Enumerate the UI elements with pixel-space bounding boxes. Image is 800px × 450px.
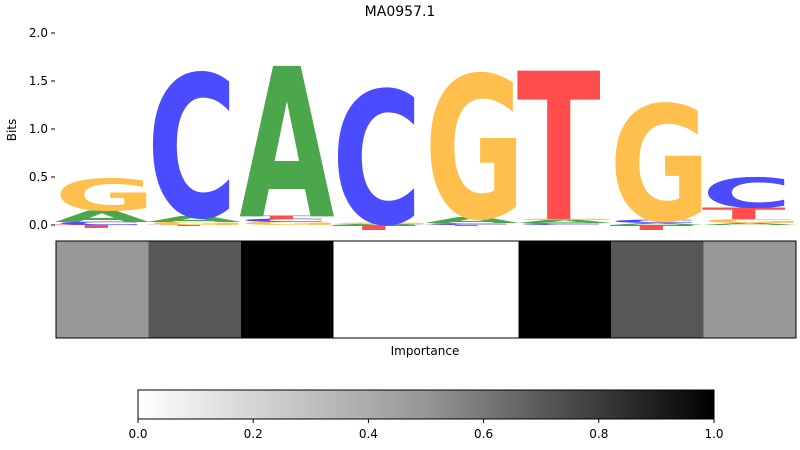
svg-text:G: G xyxy=(147,221,248,226)
svg-text:A: A xyxy=(239,26,334,267)
y-tick-label: 0.0 xyxy=(29,218,48,232)
svg-text:G: G xyxy=(702,218,800,224)
svg-text:T: T xyxy=(424,225,508,227)
svg-text:G: G xyxy=(609,72,710,258)
logo-letter-a: A xyxy=(609,223,704,226)
logo-letter-a: A xyxy=(332,224,427,226)
svg-text:C: C xyxy=(239,218,329,223)
svg-text:C: C xyxy=(517,223,607,226)
svg-text:C: C xyxy=(424,223,514,226)
logo-letter-g: G xyxy=(239,221,340,226)
svg-text:T: T xyxy=(332,224,416,232)
y-tick-label: 2.0 xyxy=(29,26,48,40)
svg-text:C: C xyxy=(147,34,237,263)
colorbar: 0.0 0.2 0.4 0.6 0.8 1.0 xyxy=(128,389,724,441)
y-axis: 0.0 0.5 1.0 1.5 2.0 xyxy=(29,26,55,232)
logo-letter-t: T xyxy=(54,224,138,229)
logo-letter-g: G xyxy=(54,170,155,221)
logo-letter-g: G xyxy=(517,219,618,221)
logo-letter-a: A xyxy=(424,216,519,225)
heatmap-cell xyxy=(703,241,797,338)
logo-letter-g: G xyxy=(609,72,710,258)
logo-letter-t: T xyxy=(609,224,693,232)
svg-text:T: T xyxy=(702,205,786,223)
svg-text:A: A xyxy=(702,223,797,226)
importance-heatmap xyxy=(55,240,797,339)
logo-letter-c: C xyxy=(147,34,237,263)
colorbar-tick-label: 0.8 xyxy=(589,427,608,441)
y-tick-label: 0.5 xyxy=(29,170,48,184)
logo-letter-a: A xyxy=(702,223,797,226)
logo-letter-t: T xyxy=(424,225,508,227)
svg-text:T: T xyxy=(239,216,323,221)
logo-letter-t: T xyxy=(702,205,786,223)
logo-letter-t: T xyxy=(332,224,416,232)
logo-letter-g: G xyxy=(332,223,433,225)
heatmap-cell xyxy=(426,241,519,338)
logo-letter-a: A xyxy=(517,219,612,224)
logo-letter-c: C xyxy=(517,223,607,226)
y-axis-label: Bits xyxy=(5,119,19,142)
logo-letter-g: G xyxy=(424,35,525,264)
heatmap-x-label: Importance xyxy=(391,344,460,358)
chart-title: MA0957.1 xyxy=(365,4,436,20)
logo-letter-c: C xyxy=(702,170,792,218)
logo-letter-c: C xyxy=(609,219,699,224)
svg-text:A: A xyxy=(332,224,427,226)
svg-text:A: A xyxy=(517,219,612,224)
logo-letter-c: C xyxy=(239,218,329,223)
heatmap-cell xyxy=(148,241,242,338)
svg-text:T: T xyxy=(54,224,138,229)
logo-letter-t: T xyxy=(239,216,323,221)
colorbar-tick-label: 1.0 xyxy=(704,427,723,441)
logo-letter-a: A xyxy=(239,26,334,267)
logo-letter-g: G xyxy=(702,218,800,224)
heatmap-cell xyxy=(611,241,704,338)
logo-letter-c: C xyxy=(332,53,422,267)
svg-text:T: T xyxy=(609,224,693,232)
svg-text:G: G xyxy=(239,221,340,226)
logo-letter-c: C xyxy=(54,221,144,226)
logo-letter-t: T xyxy=(147,225,231,227)
colorbar-gradient xyxy=(137,389,715,420)
svg-text:A: A xyxy=(147,215,242,224)
colorbar-tick-label: 0.6 xyxy=(474,427,493,441)
logo-letter-a: A xyxy=(54,208,149,226)
svg-text:A: A xyxy=(424,216,519,225)
svg-text:C: C xyxy=(702,170,792,218)
colorbar-tick-label: 0.4 xyxy=(359,427,378,441)
logo-letter-c: C xyxy=(424,223,514,226)
heatmap-frame xyxy=(55,240,797,339)
svg-text:T: T xyxy=(517,30,601,267)
heatmap-cell xyxy=(56,241,149,338)
heatmap-cell xyxy=(241,241,334,338)
heatmap-cell xyxy=(518,241,612,338)
colorbar-tick-label: 0.0 xyxy=(128,427,147,441)
svg-text:G: G xyxy=(517,219,618,221)
logo-letter-a: A xyxy=(147,215,242,224)
svg-text:G: G xyxy=(54,170,155,221)
svg-text:G: G xyxy=(424,35,525,264)
svg-text:C: C xyxy=(54,221,144,226)
logo-letter-t: T xyxy=(517,30,601,267)
heatmap-cell xyxy=(333,241,427,338)
svg-text:A: A xyxy=(609,223,704,226)
svg-text:T: T xyxy=(147,225,231,227)
y-tick-label: 1.5 xyxy=(29,74,48,88)
svg-text:G: G xyxy=(332,223,433,225)
colorbar-tick-label: 0.2 xyxy=(244,427,263,441)
svg-text:C: C xyxy=(609,219,699,224)
y-tick-label: 1.0 xyxy=(29,122,48,136)
logo-letter-g: G xyxy=(147,221,248,226)
svg-text:A: A xyxy=(54,208,149,226)
svg-text:C: C xyxy=(332,53,422,267)
